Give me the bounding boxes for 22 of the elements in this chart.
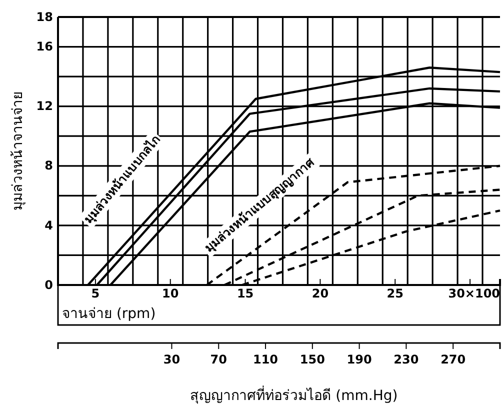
x2-tick-label: 150: [300, 352, 325, 367]
x2-tick-label: 30: [163, 352, 180, 367]
x-tick-label: 25: [386, 286, 404, 301]
x2-tick-label: 270: [440, 352, 466, 367]
x2-axis-title: สุญญากาศที่ท่อร่วมไอดี (mm.Hg): [190, 386, 398, 404]
x2-tick-label: 230: [394, 352, 419, 367]
x-tick-label: 30×100: [448, 286, 500, 301]
y-axis-title: มุมล่วงหน้าจานจ่าย: [10, 92, 26, 210]
y-tick-label: 12: [36, 99, 53, 114]
x2-tick-label: 190: [346, 352, 372, 367]
y-tick-label: 8: [44, 158, 53, 173]
y-tick-label: 0: [44, 278, 53, 292]
x-tick-label: 10: [162, 286, 179, 301]
y-tick-label: 4: [44, 218, 53, 232]
x-tick-label: 20: [312, 286, 329, 301]
y-tick-label: 18: [36, 10, 53, 24]
x-axis-title: จานจ่าย (rpm): [62, 306, 156, 322]
x-tick-label: 15: [236, 286, 254, 301]
x2-tick-label: 110: [252, 352, 278, 367]
x2-tick-label: 70: [210, 352, 227, 367]
x-tick-label: 5: [91, 286, 100, 301]
y-tick-label: 16: [36, 40, 53, 54]
